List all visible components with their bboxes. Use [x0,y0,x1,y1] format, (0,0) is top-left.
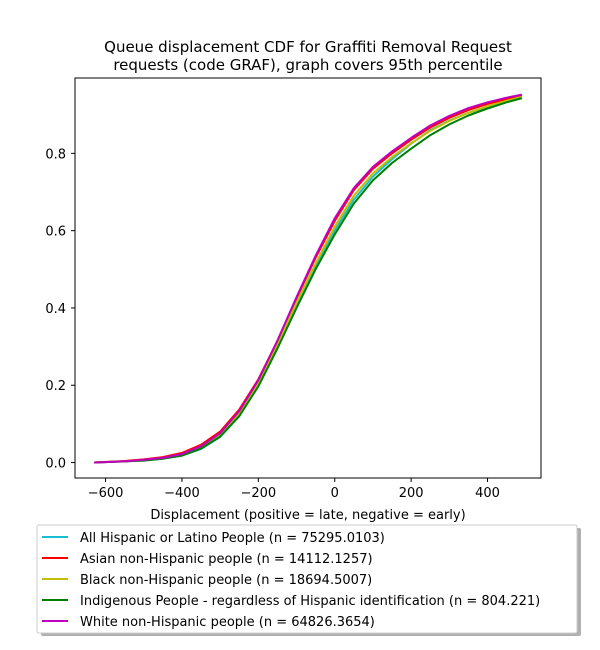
legend-box [36,524,578,634]
chart-title-line-2: requests (code GRAF), graph covers 95th … [113,56,502,74]
y-tick-label: 0.4 [45,302,66,317]
series-layer [94,93,523,464]
x-tick-label: −400 [164,486,200,501]
x-tick-label: −600 [88,486,124,501]
x-tick-label: −200 [240,486,276,501]
y-tick-label: 0.6 [45,225,66,240]
legend: All Hispanic or Latino People (n = 75295… [36,524,581,636]
legend-label-2: Asian non-Hispanic people (n = 14112.125… [80,552,373,567]
y-tick-label: 0.2 [45,379,66,394]
y-tick-label: 0.8 [45,147,66,162]
legend-label-4: Indigenous People - regardless of Hispan… [80,594,540,609]
chart-title-line-1: Queue displacement CDF for Graffiti Remo… [104,38,512,56]
x-axis-ticks: −600 −400 −200 0 200 400 [88,478,500,501]
y-tick-label: 0.0 [45,457,66,472]
series-line-4 [94,97,523,464]
x-axis-label: Displacement (positive = late, negative … [150,508,465,523]
legend-label-1: All Hispanic or Latino People (n = 75295… [80,531,385,546]
x-tick-label: 400 [475,486,500,501]
legend-entries: All Hispanic or Latino People (n = 75295… [42,531,540,630]
x-tick-label: 0 [331,486,339,501]
x-tick-label: 200 [399,486,424,501]
legend-label-3: Black non-Hispanic people (n = 18694.500… [80,573,372,588]
legend-label-5: White non-Hispanic people (n = 64826.365… [80,615,375,630]
series-line-5 [94,93,523,464]
y-axis-ticks: 0.0 0.2 0.4 0.6 0.8 [45,147,75,472]
